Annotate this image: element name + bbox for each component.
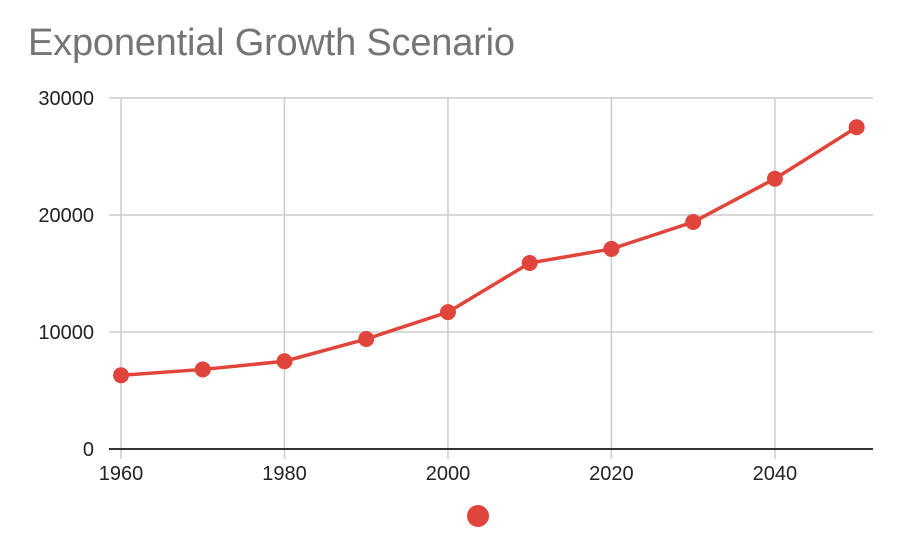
data-point: [848, 119, 865, 136]
data-point: [521, 254, 538, 271]
x-tick-label: 1980: [262, 463, 307, 485]
data-point: [276, 353, 293, 370]
y-tick-label: 10000: [38, 322, 94, 344]
data-point: [685, 214, 702, 231]
data-point: [358, 331, 375, 348]
chart-title: Exponential Growth Scenario: [28, 22, 515, 64]
x-tick-label: 2020: [589, 463, 634, 485]
y-tick-label: 20000: [38, 205, 94, 227]
data-point: [194, 361, 211, 378]
y-tick-label: 30000: [38, 88, 94, 110]
legend-marker: [467, 505, 489, 527]
legend: [467, 505, 489, 527]
x-tick-label: 2000: [426, 463, 471, 485]
series-line: [119, 125, 859, 378]
y-tick-label: 0: [83, 439, 94, 461]
data-point: [603, 240, 620, 257]
data-point: [113, 367, 129, 384]
x-tick-label: 1960: [99, 463, 144, 485]
data-point: [439, 304, 456, 321]
data-point: [766, 170, 783, 187]
grid-lines: [109, 97, 873, 459]
tick-labels: 0 10000 20000 30000 1960 1980 2000 2020 2040: [38, 88, 797, 485]
series: [113, 119, 865, 384]
x-tick-label: 2040: [753, 463, 798, 485]
